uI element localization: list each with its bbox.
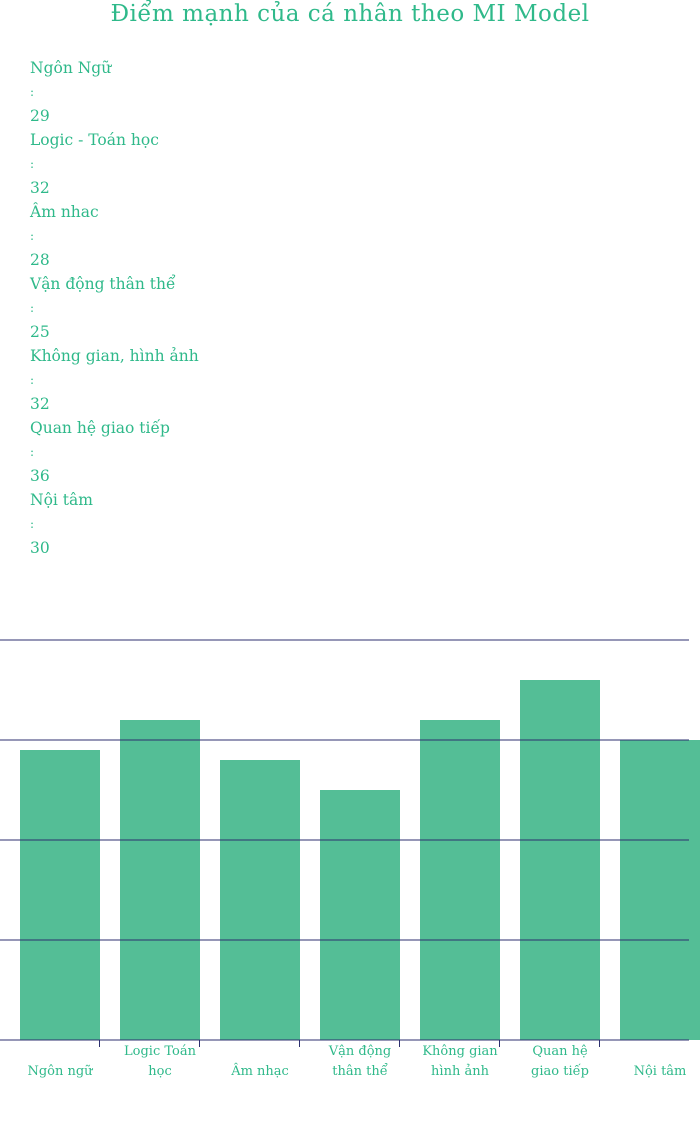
bar <box>20 750 100 1040</box>
x-tick-label: Quan hệ giao tiếp <box>531 1044 589 1079</box>
score-separator: : <box>30 301 35 315</box>
x-tick-label-line: Âm nhạc <box>230 1063 289 1079</box>
bar-chart: Ngôn ngữ Logic Toán học Âm nhạc Vận động thân… <box>0 639 700 1079</box>
score-label: Nội tâm <box>30 491 93 509</box>
score-value: 36 <box>30 467 50 485</box>
score-separator: : <box>30 229 35 243</box>
x-tick-label: Âm nhạc <box>230 1063 289 1079</box>
bar <box>620 740 700 1040</box>
score-separator: : <box>30 373 35 387</box>
score-separator: : <box>30 445 35 459</box>
x-tick-label: Nội tâm <box>634 1064 687 1079</box>
score-label: Không gian, hình ảnh <box>30 347 199 365</box>
score-item: Không gian, hình ảnh : 32 <box>30 344 430 416</box>
score-item: Quan hệ giao tiếp : 36 <box>30 416 430 488</box>
score-label: Quan hệ giao tiếp <box>30 419 170 437</box>
score-value: 25 <box>30 323 50 341</box>
score-item: Ngôn Ngữ : 29 <box>30 56 430 128</box>
x-tick-label-line: Quan hệ <box>532 1044 588 1059</box>
x-tick-label-line: Không gian <box>422 1044 498 1059</box>
chart-title: Điểm mạnh của cá nhân theo MI Model <box>110 1 590 27</box>
score-value: 30 <box>30 539 50 557</box>
score-value: 29 <box>30 107 50 125</box>
score-separator: : <box>30 85 35 99</box>
x-tick-label: Logic Toán học <box>124 1044 197 1079</box>
score-value: 28 <box>30 251 50 269</box>
bar <box>120 720 200 1040</box>
score-label: Logic - Toán học <box>30 131 159 149</box>
x-tick-label-line: thân thể <box>332 1063 387 1079</box>
x-tick-label: Vận động thân thể <box>328 1044 392 1079</box>
score-item: Logic - Toán học : 32 <box>30 128 430 200</box>
score-separator: : <box>30 517 35 531</box>
score-separator: : <box>30 157 35 171</box>
x-tick-label-line: Ngôn ngữ <box>27 1064 93 1079</box>
score-item: Nội tâm : 30 <box>30 488 430 560</box>
score-list: Ngôn Ngữ : 29 Logic - Toán học : 32 Âm n… <box>30 56 430 560</box>
x-tick-label-line: Nội tâm <box>634 1064 687 1079</box>
score-label: Âm nhac <box>30 203 99 221</box>
score-label: Vận động thân thể <box>30 275 176 293</box>
score-item: Âm nhac : 28 <box>30 200 430 272</box>
x-tick-label: Ngôn ngữ <box>27 1064 93 1079</box>
x-tick-label-line: học <box>148 1064 171 1079</box>
bar <box>320 790 400 1040</box>
score-label: Ngôn Ngữ <box>30 59 112 77</box>
x-tick-label: Không gian hình ảnh <box>422 1044 498 1079</box>
x-tick-label-line: giao tiếp <box>531 1063 589 1079</box>
x-tick-label-line: Vận động <box>328 1044 392 1059</box>
score-value: 32 <box>30 179 50 197</box>
bar <box>520 680 600 1040</box>
score-value: 32 <box>30 395 50 413</box>
x-tick-label-line: Logic Toán <box>124 1044 197 1059</box>
bar <box>420 720 500 1040</box>
x-tick-label-line: hình ảnh <box>431 1064 490 1079</box>
bar <box>220 760 300 1040</box>
score-item: Vận động thân thể : 25 <box>30 272 430 344</box>
